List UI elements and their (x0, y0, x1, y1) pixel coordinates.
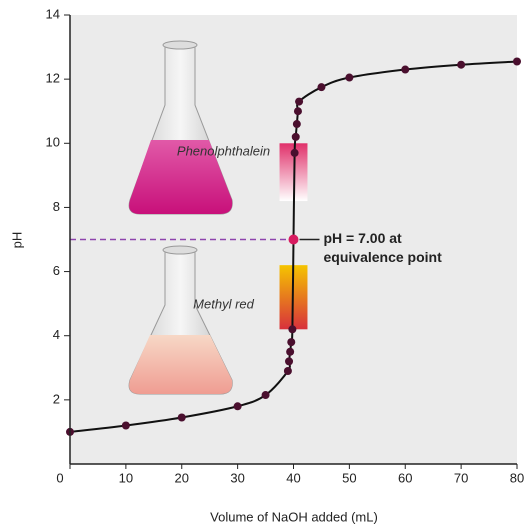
y-tick-label: 10 (46, 135, 60, 150)
data-point (295, 98, 303, 106)
data-point (288, 325, 296, 333)
data-point (291, 149, 299, 157)
data-point (287, 338, 295, 346)
equivalence-label: equivalence point (324, 249, 443, 265)
data-point (122, 422, 130, 430)
x-tick-label: 0 (56, 470, 63, 485)
y-tick-label: 8 (53, 199, 60, 214)
x-tick-label: 20 (175, 470, 189, 485)
x-axis-label: Volume of NaOH added (mL) (210, 509, 378, 524)
x-tick-label: 50 (342, 470, 356, 485)
y-tick-label: 4 (53, 327, 60, 342)
y-tick-label: 2 (53, 391, 60, 406)
data-point (294, 107, 302, 115)
data-point (284, 367, 292, 375)
data-point (513, 58, 521, 66)
data-point (286, 348, 294, 356)
data-point (292, 133, 300, 141)
x-tick-label: 10 (119, 470, 133, 485)
y-tick-label: 6 (53, 263, 60, 278)
data-point (293, 120, 301, 128)
equivalence-label: pH = 7.00 at (324, 230, 403, 246)
x-tick-label: 30 (230, 470, 244, 485)
data-point (401, 66, 409, 74)
data-point (317, 83, 325, 91)
x-tick-label: 60 (398, 470, 412, 485)
data-point (345, 74, 353, 82)
x-tick-label: 40 (286, 470, 300, 485)
data-point (457, 61, 465, 69)
indicator-label: Phenolphthalein (177, 144, 270, 159)
x-tick-label: 70 (454, 470, 468, 485)
data-point (262, 391, 270, 399)
y-tick-label: 14 (46, 6, 60, 21)
indicator-label: Methyl red (193, 297, 254, 312)
equivalence-point (289, 235, 299, 245)
data-point (285, 357, 293, 365)
y-axis-label: pH (9, 232, 24, 249)
x-tick-label: 80 (510, 470, 524, 485)
data-point (178, 413, 186, 421)
y-tick-label: 12 (46, 71, 60, 86)
chart: Phenolphthalein Methyl red pH = 7.00 at equ… (0, 0, 531, 528)
data-point (234, 402, 242, 410)
